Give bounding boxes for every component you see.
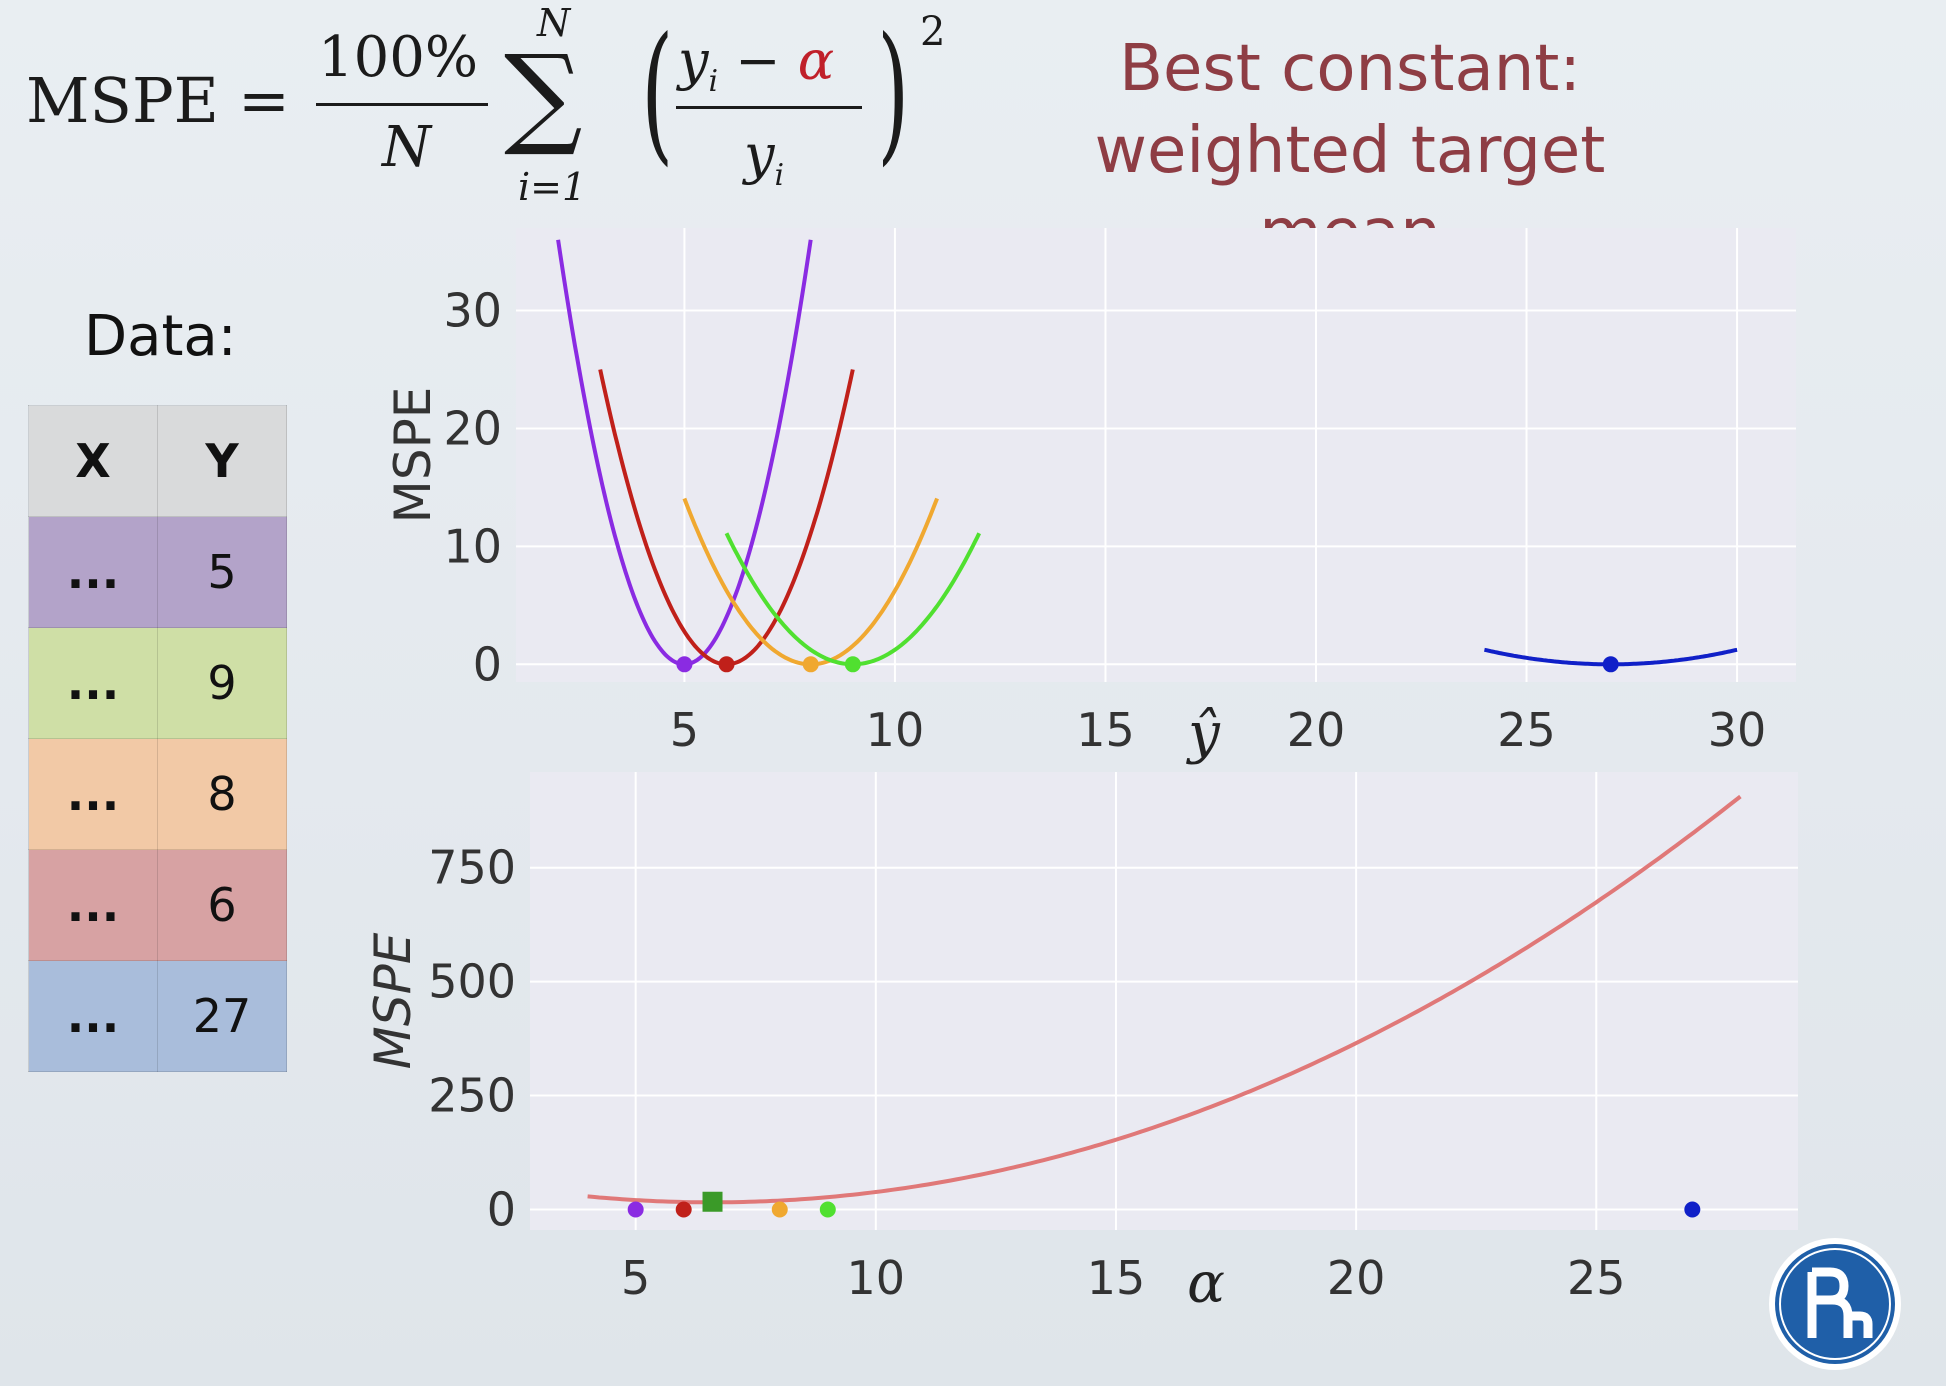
y-tick-label: 0: [473, 637, 502, 691]
x-tick-label: 15: [1076, 703, 1135, 757]
formula-exponent: 2: [920, 9, 946, 55]
x-tick-label: 10: [866, 703, 925, 757]
optimum-marker: [702, 1191, 723, 1212]
target-point: [675, 1201, 692, 1218]
inner-denominator: yi: [744, 128, 784, 191]
x-axis-label: ŷ: [1185, 701, 1221, 766]
cell-x: ...: [28, 627, 158, 739]
y-tick-label: 20: [443, 401, 502, 455]
target-point: [1684, 1201, 1701, 1218]
y-axis-label: MSPE: [384, 387, 442, 524]
x-tick-label: 10: [847, 1251, 906, 1305]
cell-y: 8: [157, 738, 287, 850]
cell-y: 27: [157, 960, 287, 1072]
minimum-point: [676, 656, 693, 673]
table-row: ... 9: [28, 627, 287, 739]
left-paren: (: [641, 6, 674, 180]
x-tick-label: 20: [1327, 1251, 1386, 1305]
x-tick-label: 20: [1287, 703, 1346, 757]
formula-denominator: N: [382, 115, 431, 180]
minimum-point: [718, 656, 735, 673]
fraction-bar: [316, 103, 488, 106]
data-label: Data:: [84, 304, 237, 369]
cell-x: ...: [28, 849, 158, 961]
total-mspe-curve: [587, 794, 1742, 1205]
table-row: ... 5: [28, 516, 287, 628]
right-paren: ): [877, 6, 910, 180]
y-tick-label: 30: [443, 284, 502, 338]
minus-sign: −: [735, 29, 781, 92]
formula-numerator: 100%: [318, 25, 479, 90]
y-tick-label: 0: [487, 1182, 516, 1236]
inner-numerator: yi − α: [678, 34, 834, 97]
y-axis-label: MSPE: [364, 932, 422, 1069]
y-tick-label: 500: [428, 955, 516, 1009]
table-row: ... 8: [28, 738, 287, 850]
inner-fraction-bar: [676, 106, 862, 109]
target-point: [627, 1201, 644, 1218]
y-tick-label: 10: [443, 519, 502, 573]
university-logo-icon: [1769, 1238, 1901, 1370]
cell-x: ...: [28, 516, 158, 628]
target-point: [771, 1201, 788, 1218]
sum-symbol: ∑: [504, 31, 583, 159]
numerator-subscript: i: [708, 63, 719, 99]
cell-x: ...: [28, 738, 158, 850]
cell-y: 5: [157, 516, 287, 628]
cell-y: 9: [157, 627, 287, 739]
slide-heading: Best constant: weighted target mean: [1010, 28, 1690, 274]
x-tick-label: 15: [1087, 1251, 1146, 1305]
table-row: ... 27: [28, 960, 287, 1072]
cell-x: ...: [28, 960, 158, 1072]
minimum-point: [844, 656, 861, 673]
sum-lower-limit: i=1: [518, 165, 587, 209]
formula-equals: =: [238, 64, 290, 137]
alpha-symbol: α: [797, 29, 835, 92]
x-tick-label: 30: [1708, 703, 1767, 757]
x-tick-label: 25: [1497, 703, 1556, 757]
target-point: [819, 1201, 836, 1218]
x-axis-label: α: [1187, 1251, 1225, 1316]
data-table: X Y ... 5 ... 9 ... 8 ... 6 ... 27: [28, 405, 287, 1072]
minimum-point: [802, 656, 819, 673]
formula-lhs: MSPE: [26, 64, 219, 137]
heading-line-1: Best constant:: [1119, 32, 1581, 106]
x-tick-label: 5: [621, 1251, 650, 1305]
plot-area: [530, 772, 1798, 1230]
x-tick-label: 25: [1567, 1251, 1626, 1305]
cell-y: 6: [157, 849, 287, 961]
x-tick-label: 5: [670, 703, 699, 757]
denominator-y: y: [744, 123, 775, 186]
y-tick-label: 750: [428, 841, 516, 895]
sum-upper-limit: N: [537, 1, 571, 45]
y-tick-label: 250: [428, 1069, 516, 1123]
minimum-point: [1602, 656, 1619, 673]
table-row: ... 6: [28, 849, 287, 961]
column-header-x: X: [28, 405, 158, 517]
column-header-y: Y: [157, 405, 287, 517]
denominator-subscript: i: [774, 157, 785, 193]
table-header-row: X Y: [28, 405, 287, 517]
mspe-formula: MSPE = 100% N N ∑ i=1 ( yi − α yi ) 2: [22, 0, 982, 215]
numerator-y: y: [678, 29, 709, 92]
